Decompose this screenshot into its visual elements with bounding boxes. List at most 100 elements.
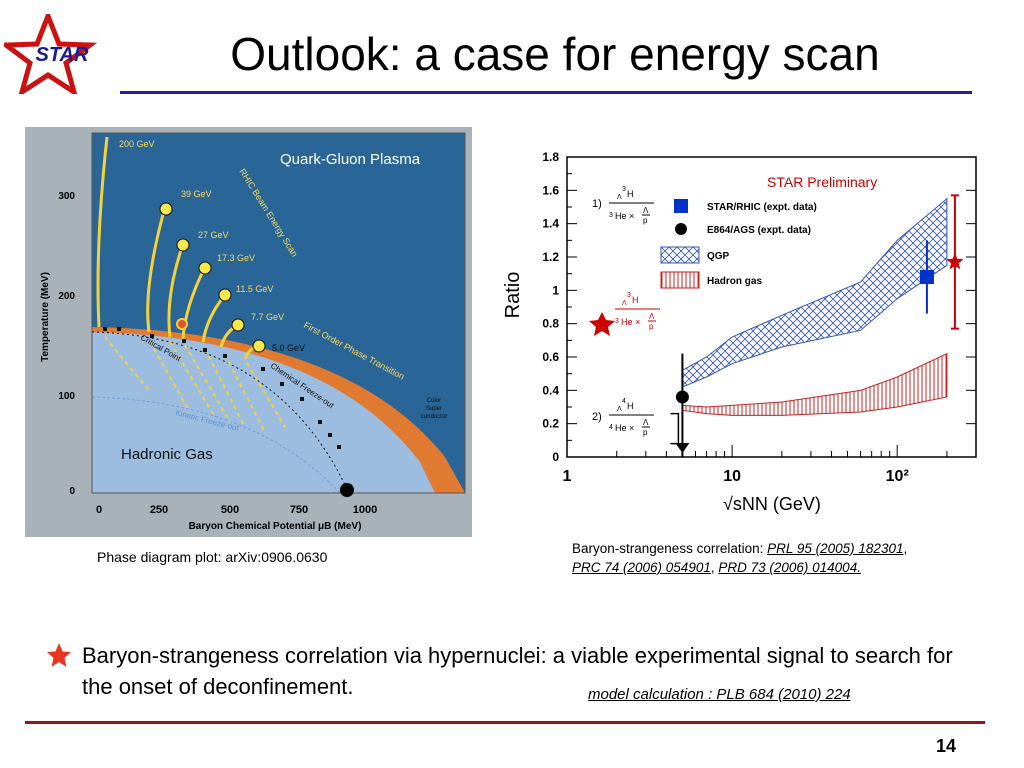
y-tick-label: 1.8 xyxy=(542,150,559,164)
svg-text:p: p xyxy=(649,322,654,331)
ratio1-prefix: 1) xyxy=(592,198,602,210)
phase-y-tick-100: 100 xyxy=(58,391,75,402)
title-divider xyxy=(120,91,972,94)
y-tick-label: 0.2 xyxy=(542,417,559,431)
ratio-y-axis-label: Ratio xyxy=(502,272,524,319)
ratio-caption-sep2: , xyxy=(710,560,719,575)
svg-text:H: H xyxy=(632,295,639,305)
phase-diagram-caption: Phase diagram plot: arXiv:0906.0630 xyxy=(97,549,328,565)
freezeout-arrows xyxy=(104,336,286,433)
phase-x-tick-250: 250 xyxy=(150,504,168,516)
freezeout-points xyxy=(103,327,341,449)
legend-hadron-label: Hadron gas xyxy=(707,276,762,287)
energy-7: 7.7 GeV xyxy=(251,312,284,322)
svg-text:3: 3 xyxy=(609,212,613,219)
svg-text:4: 4 xyxy=(622,398,626,405)
phase-y-axis-label: Temperature (MeV) xyxy=(40,272,51,362)
y-tick-label: 0.6 xyxy=(542,350,559,364)
ref-prl-link[interactable]: PRL 95 (2005) 182301 xyxy=(767,541,904,556)
svg-text:p: p xyxy=(643,428,648,437)
ratio2-prefix: 2) xyxy=(592,411,602,423)
svg-text:Λ: Λ xyxy=(622,300,627,307)
footer-divider xyxy=(25,721,985,724)
y-tick-label: 1.2 xyxy=(542,250,559,264)
x-tick-label: 10 xyxy=(723,468,741,485)
svg-text:Λ: Λ xyxy=(617,194,622,201)
ratio-axis-ticks: 1.81.61.41.210.80.60.40.201 10 10² xyxy=(542,150,977,485)
ratio-marks xyxy=(681,197,948,416)
red-star-marker xyxy=(589,312,615,336)
phase-y-tick-300: 300 xyxy=(58,191,75,202)
svg-text:He ×: He × xyxy=(615,211,634,221)
legend-hadron-swatch xyxy=(660,271,700,289)
ref-prd-link[interactable]: PRD 73 (2006) 014004. xyxy=(718,560,861,575)
svg-text:He ×: He × xyxy=(615,423,634,433)
svg-text:H: H xyxy=(627,189,634,199)
trajectory-27 xyxy=(167,243,185,338)
y-tick-label: 0 xyxy=(552,450,559,464)
x-tick-label: 10² xyxy=(886,468,909,485)
hadronic-gas-label: Hadronic Gas xyxy=(121,446,213,463)
star-highlight-point xyxy=(946,253,964,270)
energy-39: 39 GeV xyxy=(181,189,212,199)
phase-x-tick-750: 750 xyxy=(290,504,308,516)
svg-text:p: p xyxy=(643,216,648,225)
ratio-caption: Baryon-strangeness correlation: PRL 95 (… xyxy=(572,539,1012,577)
phase-x-tick-0: 0 xyxy=(96,504,102,516)
phase-x-tick-1000: 1000 xyxy=(353,504,377,516)
phase-diagram-figure: 200 GeV 39 GeV 27 GeV 17.3 GeV 11.5 GeV … xyxy=(25,127,472,537)
collision-bursts xyxy=(159,202,266,353)
svg-text:Λ: Λ xyxy=(617,406,622,413)
phase-y-tick-200: 200 xyxy=(58,291,75,302)
legend-qgp-swatch xyxy=(660,246,700,264)
energy-27: 27 GeV xyxy=(198,230,229,240)
bullet-point-text: Baryon-strangeness correlation via hyper… xyxy=(82,643,953,699)
y-tick-label: 0.4 xyxy=(542,383,559,397)
critical-point-marker xyxy=(176,318,188,330)
y-tick-label: 1.4 xyxy=(542,217,559,231)
star-preliminary-label: STAR Preliminary xyxy=(767,174,877,190)
qgp-band xyxy=(681,197,948,388)
energy-5: 5.0 GeV xyxy=(272,343,305,353)
trajectory-39 xyxy=(146,206,167,333)
red-star-bullet-icon xyxy=(47,643,71,667)
legend-star-marker xyxy=(674,199,688,213)
energy-11: 11.5 GeV xyxy=(236,284,273,294)
ratio-legend: STAR/RHIC (expt. data) E864/AGS (expt. d… xyxy=(660,199,817,289)
ratio-x-axis-label: √sNN (GeV) xyxy=(723,494,821,514)
energy-200: 200 GeV xyxy=(119,139,155,149)
ratio-caption-prefix: Baryon-strangeness correlation: xyxy=(572,541,768,556)
legend-e864-marker xyxy=(675,223,687,235)
nuclear-matter-point xyxy=(340,483,354,497)
e864-point xyxy=(675,390,689,404)
trajectory-200 xyxy=(96,136,109,328)
phase-x-axis-label: Baryon Chemical Potential μB (MeV) xyxy=(189,521,362,532)
legend-e864-label: E864/AGS (expt. data) xyxy=(707,225,811,236)
ratio-overlay-marks xyxy=(670,194,964,457)
svg-text:3: 3 xyxy=(615,318,619,325)
model-reference-link[interactable]: model calculation : PLB 684 (2010) 224 xyxy=(588,686,851,703)
ratio1-formula: 3Λ H 3 He × Λp xyxy=(609,186,654,225)
y-tick-label: 1 xyxy=(552,283,559,297)
ratio-chart: 1.81.61.41.210.80.60.40.201 10 10² STAR Pr… xyxy=(502,150,977,514)
ref-prc-link[interactable]: PRC 74 (2006) 054901 xyxy=(572,560,711,575)
logo-text: STAR xyxy=(36,44,90,66)
energy-17: 17.3 GeV xyxy=(217,253,255,263)
ratio2-formula: 4Λ H 4 He × Λp xyxy=(609,398,654,437)
page-number: 14 xyxy=(936,736,957,756)
svg-text:H: H xyxy=(627,401,634,411)
color-sc-line3: conductor xyxy=(421,414,447,420)
e864-upper-limit-arrow xyxy=(675,443,690,453)
svg-text:He ×: He × xyxy=(621,317,640,327)
svg-text:Λ: Λ xyxy=(643,206,649,215)
kinetic-freezeout-curve xyxy=(92,396,341,493)
hadronic-region xyxy=(92,332,435,493)
color-sc-line2: Super xyxy=(426,406,442,412)
svg-text:4: 4 xyxy=(609,424,613,431)
x-tick-label: 1 xyxy=(563,468,572,485)
chemical-freezeout-curve xyxy=(92,331,348,490)
svg-text:3: 3 xyxy=(627,292,631,299)
svg-text:3: 3 xyxy=(622,186,626,193)
svg-text:Λ: Λ xyxy=(643,418,649,427)
star-logo: STAR xyxy=(4,14,98,94)
